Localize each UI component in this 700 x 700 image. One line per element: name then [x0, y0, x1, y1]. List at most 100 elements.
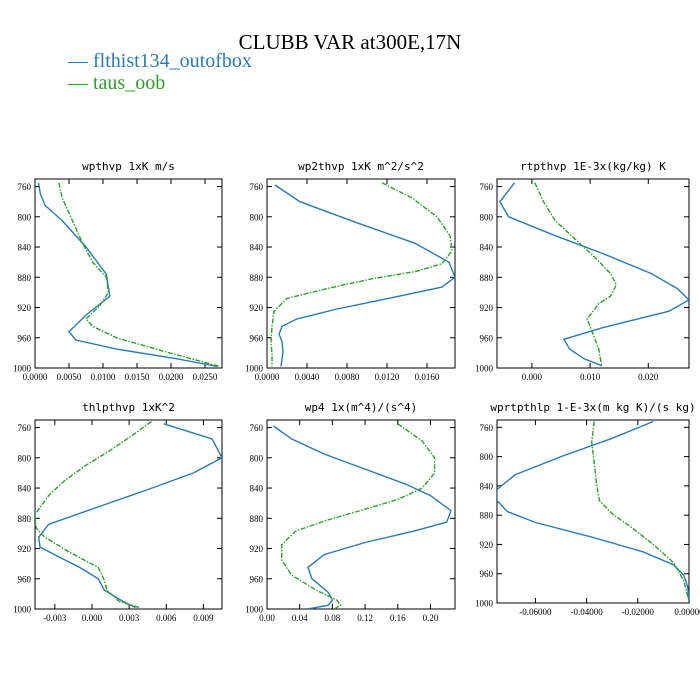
x-tick-label: 0.010	[580, 372, 601, 382]
series-line-taus-oob	[270, 182, 453, 367]
panel-title: wprtpthlp 1-E-3x(m kg K)/(s kg)	[490, 401, 695, 414]
y-tick-label: 960	[18, 333, 32, 343]
y-tick-label: 880	[480, 273, 494, 283]
chart-panel-5: wp4 1x(m^4)/(s^4) 0.00 0.04 0.08 0.12 0.16 0.2…	[245, 401, 456, 623]
y-tick-label: 880	[480, 511, 494, 521]
y-tick-label: 960	[480, 333, 494, 343]
y-tick-label: 880	[18, 514, 32, 524]
x-tick-label: 0.0120	[375, 372, 400, 382]
y-tick-label: 800	[250, 453, 264, 463]
panel-title: wp2thvp 1xK m^2/s^2	[298, 160, 424, 173]
y-tick-label: 840	[18, 243, 32, 253]
x-tick-label: 0.16	[390, 613, 406, 623]
plot-frame	[496, 419, 690, 604]
x-tick-label: 0.003	[119, 613, 140, 623]
series-line-flthist134-outofbox	[37, 423, 222, 609]
legend-entry-2: — taus_oob	[68, 72, 165, 95]
panel-title: wpthvp 1xK m/s	[82, 160, 175, 173]
panel-title: thlpthvp 1xK^2	[82, 401, 175, 414]
x-tick-label: -0.003	[43, 613, 67, 623]
plot-frame	[266, 178, 456, 369]
series-line-flthist134-outofbox	[274, 184, 455, 367]
y-tick-label: 800	[18, 453, 32, 463]
y-tick-label: 760	[250, 182, 264, 192]
x-tick-label: 0.0250	[193, 372, 218, 382]
x-tick-label: 0.0150	[125, 372, 150, 382]
y-tick-label: 880	[250, 514, 264, 524]
x-tick-label: 0.000	[82, 613, 103, 623]
x-tick-label: 0.00	[259, 613, 275, 623]
series-line-taus-oob	[534, 182, 618, 367]
y-tick-label: 960	[250, 333, 264, 343]
chart-panel-6: wprtpthlp 1-E-3x(m kg K)/(s kg) -0.06000 -…	[475, 401, 700, 617]
y-tick-label: 880	[250, 273, 264, 283]
legend-label-1: flthist134_outofbox	[93, 50, 252, 72]
x-tick-label: 0.0000	[255, 372, 280, 382]
series-line-taus-oob	[281, 423, 436, 609]
x-tick-label: 0.0050	[57, 372, 82, 382]
y-tick-label: 840	[250, 243, 264, 253]
y-tick-label: 920	[18, 544, 32, 554]
x-tick-label: 0.12	[357, 613, 373, 623]
x-tick-label: 0.0080	[335, 372, 360, 382]
y-tick-label: 800	[480, 452, 494, 462]
y-tick-label: 960	[480, 569, 494, 579]
y-tick-label: 920	[480, 303, 494, 313]
x-tick-label: -0.06000	[519, 607, 552, 617]
series-line-taus-oob	[58, 182, 221, 368]
y-tick-label: 760	[250, 423, 264, 433]
series-line-flthist134-outofbox	[497, 420, 689, 602]
x-tick-label: 0.08	[325, 613, 341, 623]
y-tick-label: 880	[18, 273, 32, 283]
y-tick-label: 920	[18, 303, 32, 313]
y-tick-label: 920	[250, 544, 264, 554]
x-tick-label: 0.0040	[295, 372, 320, 382]
y-tick-label: 800	[250, 212, 264, 222]
chart-panel-3: rtpthvp 1E-3x(kg/kg) K 0.000 0.010 0.020 760…	[475, 160, 690, 382]
y-tick-label: 840	[480, 481, 494, 491]
page-title: CLUBB VAR at300E,17N	[238, 30, 462, 54]
y-tick-label: 960	[18, 574, 32, 584]
x-tick-label: 0.0200	[159, 372, 184, 382]
y-tick-label: 840	[18, 484, 32, 494]
y-tick-label: 1000	[245, 605, 264, 615]
y-tick-label: 800	[18, 212, 32, 222]
legend-label-2: taus_oob	[93, 72, 166, 94]
x-tick-label: 0.0100	[91, 372, 116, 382]
chart-panel-2: wp2thvp 1xK m^2/s^2 0.0000 0.0040 0.0080 0.0…	[245, 160, 456, 382]
y-tick-label: 920	[250, 303, 264, 313]
chart-panel-4: thlpthvp 1xK^2 -0.003 0.000 0.003 0.006 0.009…	[13, 401, 223, 623]
series-line-flthist134-outofbox	[273, 425, 452, 609]
x-tick-label: -0.04000	[570, 607, 603, 617]
x-tick-label: 0.04	[292, 613, 308, 623]
panel-title: wp4 1x(m^4)/(s^4)	[305, 401, 418, 414]
chart-panel-1: wpthvp 1xK m/s 0.0000 0.0050 0.0100 0.0150 0.…	[13, 160, 223, 382]
x-tick-label: -0.02000	[622, 607, 655, 617]
panel-title: rtpthvp 1E-3x(kg/kg) K	[520, 160, 666, 173]
plot-frame	[34, 178, 223, 369]
x-tick-label: 0.0160	[415, 372, 440, 382]
y-tick-label: 760	[18, 182, 32, 192]
y-tick-label: 920	[480, 540, 494, 550]
plot-frame	[266, 419, 456, 610]
y-tick-label: 1000	[475, 599, 494, 609]
y-tick-label: 1000	[245, 364, 264, 374]
plot-frame	[496, 178, 690, 369]
series-line-taus-oob	[590, 421, 689, 602]
y-tick-label: 760	[480, 423, 494, 433]
y-tick-label: 760	[480, 182, 494, 192]
y-tick-label: 1000	[13, 605, 32, 615]
legend-line-symbol-2: —	[68, 72, 93, 94]
y-tick-label: 760	[18, 423, 32, 433]
y-tick-label: 1000	[13, 364, 32, 374]
x-tick-label: 0.006	[156, 613, 177, 623]
x-tick-label: 0.20	[423, 613, 439, 623]
plot-frame	[34, 419, 223, 610]
x-tick-label: 0.000	[522, 372, 543, 382]
y-tick-label: 1000	[475, 364, 494, 374]
legend-entry-1: — flthist134_outofbox	[68, 50, 252, 73]
series-line-flthist134-outofbox	[499, 182, 689, 367]
x-tick-label: 0.020	[638, 372, 659, 382]
